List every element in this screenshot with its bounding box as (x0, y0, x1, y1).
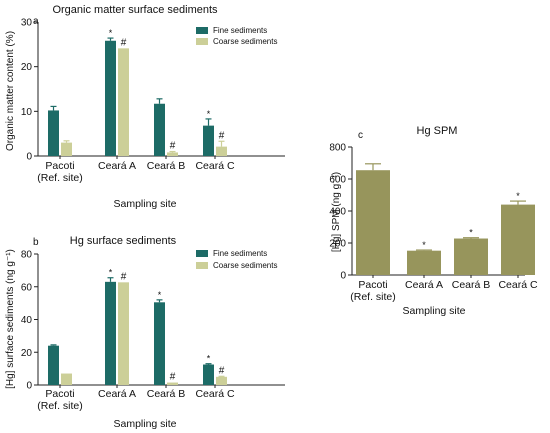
panel-a-category-label: Ceará B (147, 160, 186, 172)
panel-a-title: Organic matter surface sediments (52, 4, 218, 16)
panel-b-legend-label: Fine sediments (213, 249, 267, 258)
panel-b-bar (105, 281, 116, 385)
panel-b-y-tick-label: 60 (21, 282, 33, 293)
panel-a-y-tick-label: 30 (21, 18, 33, 29)
panel-b-bar (48, 345, 59, 385)
panel-a-bar (154, 103, 165, 156)
panel-c-bar (407, 250, 441, 275)
panel-c-title: Hg SPM (417, 125, 458, 137)
panel-c-y-tick-label: 600 (329, 175, 346, 186)
panel-b-plot: 0 20 40 60 80 * * * # # # Pacoti(Ref. site) Ceará A C… (21, 249, 285, 412)
panel-c-label: c (358, 130, 363, 141)
panel-b-significance-mark: * (158, 290, 162, 300)
panel-a-category-label: Ceará C (195, 160, 235, 172)
panel-b-bar (61, 373, 72, 385)
panel-b-significance-mark: * (207, 354, 211, 364)
panel-b-bar (167, 382, 178, 385)
panel-b-category-label: Ceará A (98, 388, 136, 400)
panel-a-significance-mark: * (109, 28, 113, 38)
panel-a-legend-label: Coarse sediments (213, 37, 277, 46)
panel-a-bar (61, 142, 72, 156)
panel-a-bar (105, 40, 116, 157)
panel-b-legend-swatch (196, 250, 208, 257)
panel-c-bar (501, 204, 535, 275)
panel-c-significance-mark: * (422, 240, 426, 250)
panel-b-significance-mark: # (219, 365, 225, 376)
panel-b-category-label: Ceará B (147, 388, 186, 400)
panel-b-label: b (33, 237, 39, 248)
panel-a-legend-swatch (196, 38, 208, 45)
panel-a-category-label: (Ref. site) (37, 172, 83, 184)
panel-c-y-tick-label: 200 (329, 239, 346, 250)
panel-b-y-tick-label: 40 (21, 315, 33, 326)
panel-b-title: Hg surface sediments (70, 235, 177, 247)
panel-a-y-tick-label: 20 (21, 62, 33, 73)
panel-b-significance-mark: * (109, 268, 113, 278)
panel-c-significance-mark: * (516, 191, 520, 201)
chart-panel-c: Hg SPM c [Hg] SPM (ng g⁻¹) Sampling site… (329, 125, 538, 317)
panel-b-category-label: (Ref. site) (37, 400, 83, 412)
chart-panel-a: Organic matter surface sediments a Organ… (5, 4, 285, 210)
panel-a-xlabel: Sampling site (113, 198, 176, 210)
panel-b-significance-mark: # (170, 372, 176, 383)
panel-b-legend-label: Coarse sediments (213, 261, 277, 270)
panel-a-significance-mark: # (219, 130, 225, 141)
panel-c-ylabel: [Hg] SPM (ng g⁻¹) (331, 172, 342, 252)
panel-a-category-label: Ceará A (98, 160, 136, 172)
panel-a-bar (118, 48, 129, 156)
panel-a-bar (216, 146, 227, 156)
panel-a-significance-mark: * (207, 109, 211, 119)
panel-c-plot: 0 200 400 600 800 * * * Pacoti(Ref. site) Ceará A… (329, 143, 538, 304)
panel-b-bar (216, 376, 227, 385)
panel-a-legend-swatch (196, 27, 208, 34)
panel-c-category-label: (Ref. site) (350, 291, 396, 303)
panel-a-plot: 0 10 20 30 * * # # # Pacoti(Ref. site) Ceará A Cear… (21, 18, 285, 184)
panel-c-y-tick-label: 0 (340, 271, 346, 282)
panel-a-legend-label: Fine sediments (213, 26, 267, 35)
panel-a-y-tick-label: 0 (26, 152, 32, 163)
panel-b-bar (118, 282, 129, 385)
panel-a-bar (203, 125, 214, 156)
panel-b-y-tick-label: 20 (21, 348, 33, 359)
panel-b-category-label: Pacoti (45, 388, 74, 400)
panel-c-y-tick-label: 400 (329, 207, 346, 218)
panel-c-bar (454, 238, 488, 275)
panel-c-bar (356, 170, 390, 275)
panel-b-legend-swatch (196, 262, 208, 269)
panel-a-bar (48, 110, 59, 156)
panel-a-significance-mark: # (170, 141, 176, 152)
panel-b-xlabel: Sampling site (113, 418, 176, 430)
panel-c-category-label: Ceará A (405, 279, 443, 291)
panel-c-xlabel: Sampling site (402, 305, 465, 317)
panel-c-category-label: Ceará B (452, 279, 491, 291)
panel-b-y-tick-label: 80 (21, 250, 33, 261)
panel-c-category-label: Pacoti (358, 279, 387, 291)
panel-b-bar (154, 302, 165, 385)
panel-b-y-tick-label: 0 (26, 381, 32, 392)
panel-a-category-label: Pacoti (45, 160, 74, 172)
panel-b-significance-mark: # (121, 271, 127, 282)
chart-panel-b: Hg surface sediments b [Hg] surface sedi… (5, 235, 285, 430)
panel-c-y-tick-label: 800 (329, 143, 346, 154)
panel-a-significance-mark: # (121, 37, 127, 48)
panel-c-significance-mark: * (469, 228, 473, 238)
panel-a-bar (167, 152, 178, 156)
panel-a-y-tick-label: 10 (21, 107, 33, 118)
panel-b-bar (203, 364, 214, 385)
panel-b-category-label: Ceará C (195, 388, 235, 400)
panel-b-ylabel: [Hg] surface sediments (ng g⁻¹) (5, 249, 16, 389)
panel-c-category-label: Ceará C (498, 279, 538, 291)
panel-a-ylabel: Organic matter content (%) (5, 31, 16, 151)
